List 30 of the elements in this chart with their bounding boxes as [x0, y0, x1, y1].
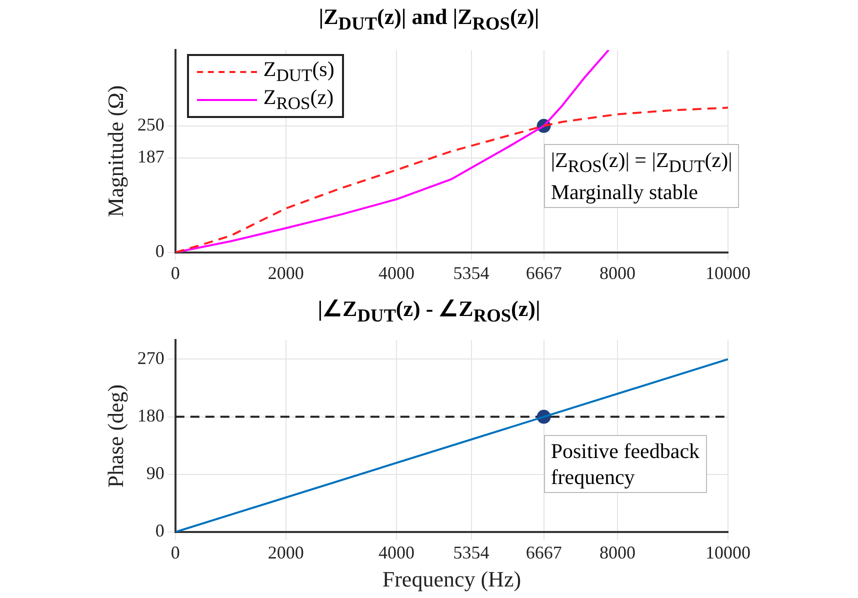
annotation: Positive feedback frequency	[544, 434, 707, 493]
y-axis-title: Magnitude (Ω)	[102, 85, 128, 218]
y-tick-label: 0	[155, 241, 164, 262]
x-tick-label: 6667	[526, 542, 562, 563]
x-tick-label: 4000	[378, 262, 414, 283]
chart-title: |∠Z$_{DUT}$(z) - ∠Z$_{ROS}$(z)|	[316, 296, 542, 326]
x-tick-label: 0	[170, 542, 180, 563]
x-tick-label: 0	[170, 262, 180, 283]
y-tick-label: 180	[137, 406, 164, 426]
y-tick-label: 0	[155, 520, 164, 541]
x-tick-label: 4000	[378, 542, 414, 563]
x-tick-label: 10000	[706, 262, 750, 283]
y-tick-label: 187	[137, 146, 164, 167]
x-tick-label: 5354	[453, 542, 490, 563]
x-tick-label: 6667	[526, 262, 562, 283]
y-axis-title: Phase (deg)	[102, 384, 128, 488]
x-tick-label: 2000	[268, 262, 304, 283]
x-tick-label: 10000	[706, 542, 750, 563]
y-tick-label: 250	[137, 114, 164, 135]
y-tick-label: 270	[137, 348, 164, 368]
legend-label: Z$_{DUT}$(s)	[263, 57, 334, 87]
x-tick-label: 5354	[453, 262, 490, 283]
x-tick-label: 8000	[599, 542, 636, 563]
chart-title: |Z$_{DUT}$(z)| and |Z$_{ROS}$(z)|	[318, 4, 540, 34]
y-tick-label: 90	[146, 463, 164, 484]
annotation: |Z$_{ROS}$(z)| = |Z$_{DUT}$(z)| Marginally stable	[544, 144, 740, 208]
x-tick-label: 2000	[268, 542, 304, 563]
x-tick-label: 8000	[599, 262, 636, 283]
x-axis-title: Frequency (Hz)	[382, 566, 522, 592]
legend-label: Z$_{ROS}$(z)	[263, 85, 334, 115]
